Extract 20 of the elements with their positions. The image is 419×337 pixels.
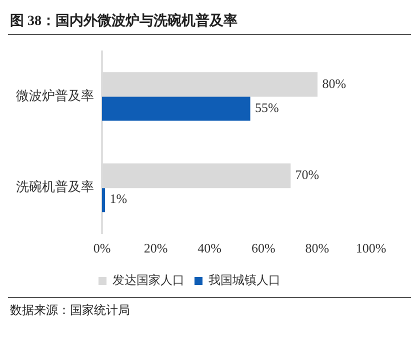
- chart-title: 图 38：国内外微波炉与洗碗机普及率: [8, 8, 411, 35]
- x-tick-label: 40%: [198, 240, 222, 256]
- data-label: 70%: [295, 167, 320, 182]
- legend-label: 我国城镇人口: [208, 273, 280, 288]
- source-note: 数据来源：国家统计局: [8, 297, 411, 323]
- x-tick-label: 80%: [305, 240, 330, 256]
- data-label: 80%: [322, 76, 346, 91]
- y-tick-label: 洗碗机普及率: [16, 179, 94, 194]
- bar: [102, 96, 250, 121]
- x-tick-label: 100%: [356, 240, 386, 256]
- y-tick-label: 微波炉普及率: [16, 88, 94, 103]
- legend-label: 发达国家人口: [112, 273, 184, 288]
- x-tick-label: 20%: [144, 240, 168, 256]
- bar: [102, 72, 318, 97]
- x-tick-label: 0%: [93, 240, 111, 256]
- data-label: 1%: [110, 191, 128, 206]
- bar: [102, 187, 106, 212]
- x-tick-label: 60%: [251, 240, 276, 256]
- bar: [102, 163, 291, 188]
- data-label: 55%: [254, 100, 279, 115]
